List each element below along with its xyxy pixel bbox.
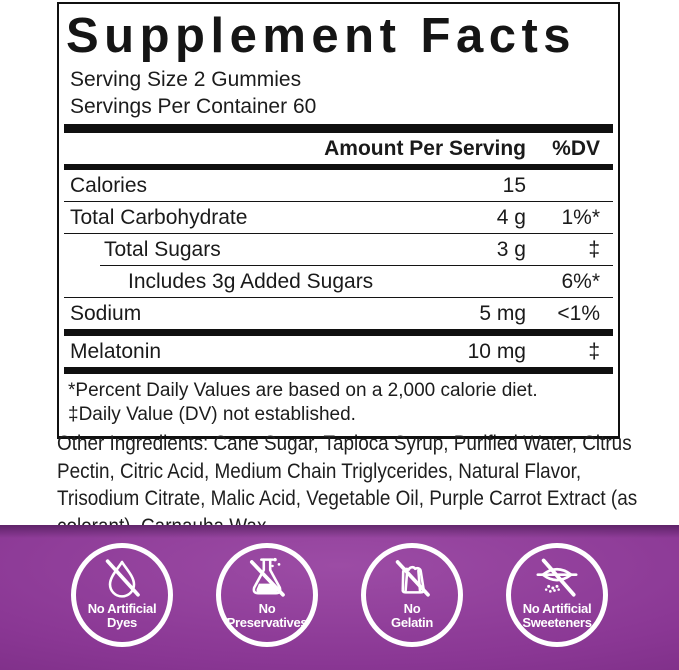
- divider-thin: [64, 297, 613, 298]
- footnotes: *Percent Daily Values are based on a 2,0…: [64, 374, 613, 436]
- nutrient-label: Sodium: [70, 301, 142, 325]
- footnote-daily-values: *Percent Daily Values are based on a 2,0…: [68, 380, 538, 401]
- nutrient-amount: 5 mg: [479, 301, 526, 325]
- nutrient-label: Melatonin: [70, 339, 162, 363]
- supplement-facts-panel: Supplement Facts Serving Size 2 Gummies …: [57, 2, 620, 439]
- ingredients-line: Other Ingredients: Cane Sugar, Tapioca S…: [57, 432, 632, 455]
- nutrient-amount: 4 g: [496, 205, 526, 229]
- table-row-total-sugars: Total Sugars 3 g ‡: [64, 234, 613, 265]
- badge-label: No Preservatives: [226, 601, 308, 630]
- nutrient-label: Total Sugars: [104, 237, 221, 261]
- no-artificial-dyes-icon: [105, 559, 140, 598]
- table-row-added-sugars: Includes 3g Added Sugars 6%*: [64, 266, 613, 297]
- purple-banner: No Artificial Dyes No Preservatives: [0, 525, 679, 670]
- table-row-calories: Calories 15: [64, 170, 613, 201]
- amount-per-serving-header: Amount Per Serving: [324, 136, 526, 160]
- footnote-dv-not-established: ‡Daily Value (DV) not established.: [68, 404, 356, 425]
- badge-no-preservatives: No Preservatives: [216, 543, 318, 647]
- table-header-row: Amount Per Serving %DV: [64, 133, 613, 164]
- divider-thin: [64, 233, 613, 234]
- divider-medium: [64, 164, 613, 170]
- no-gelatin-icon: [395, 560, 430, 597]
- other-ingredients: Other Ingredients: Cane Sugar, Tapioca S…: [57, 430, 638, 540]
- panel-title: Supplement Facts: [66, 9, 577, 63]
- serving-size: Serving Size 2 Gummies: [70, 68, 302, 91]
- servings-per-container: Servings Per Container 60: [70, 95, 317, 118]
- nutrient-dv: 6%*: [561, 269, 600, 293]
- badge-no-artificial-sweeteners: No Artificial Sweeteners: [506, 543, 608, 647]
- divider-thick: [64, 329, 613, 336]
- badge-label: No Artificial Sweeteners: [522, 601, 592, 630]
- nutrient-dv: ‡: [588, 339, 600, 363]
- badge-row: No Artificial Dyes No Preservatives: [0, 525, 679, 647]
- badge-no-gelatin: No Gelatin: [361, 543, 463, 647]
- divider-thin-indented: [100, 265, 613, 266]
- nutrient-dv: ‡: [588, 237, 600, 261]
- divider-thin: [64, 201, 613, 202]
- no-artificial-sweeteners-icon: [536, 558, 578, 597]
- nutrient-amount: 10 mg: [467, 339, 526, 363]
- nutrient-label: Calories: [70, 173, 148, 197]
- percent-dv-header: %DV: [552, 136, 600, 160]
- nutrient-amount: 3 g: [496, 237, 526, 261]
- badge-label: No Gelatin: [391, 601, 433, 630]
- divider-thick: [64, 124, 613, 133]
- ingredients-line: Trisodium Citrate, Malic Acid, Vegetable…: [57, 487, 638, 510]
- nutrient-label: Total Carbohydrate: [70, 205, 248, 229]
- table-row-total-carbohydrate: Total Carbohydrate 4 g 1%*: [64, 202, 613, 233]
- nutrient-amount: 15: [502, 173, 526, 197]
- nutrient-dv: 1%*: [561, 205, 600, 229]
- divider-thick: [64, 367, 613, 374]
- badge-label: No Artificial Dyes: [87, 601, 157, 630]
- no-preservatives-icon: [249, 557, 285, 597]
- nutrient-dv: <1%: [557, 301, 600, 325]
- table-row-sodium: Sodium 5 mg <1%: [64, 298, 613, 329]
- badge-no-artificial-dyes: No Artificial Dyes: [71, 543, 173, 647]
- nutrient-label: Includes 3g Added Sugars: [128, 269, 374, 293]
- table-row-melatonin: Melatonin 10 mg ‡: [64, 336, 613, 367]
- ingredients-line: Pectin, Citric Acid, Medium Chain Trigly…: [57, 459, 582, 483]
